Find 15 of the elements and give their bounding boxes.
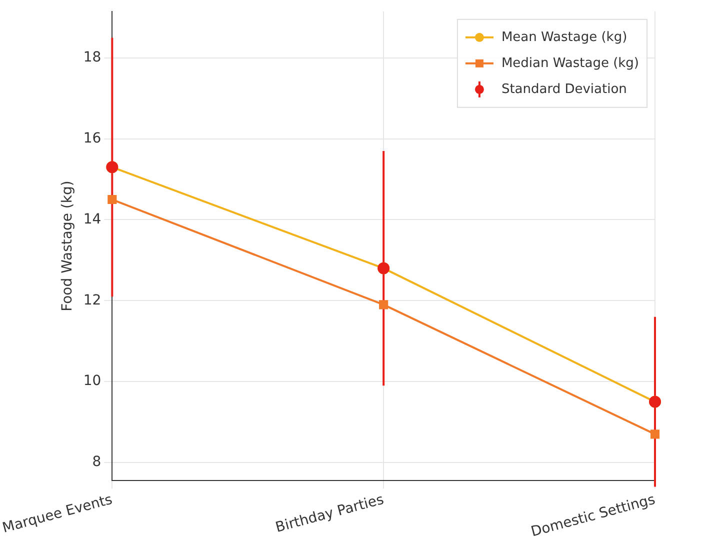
legend-label: Standard Deviation: [501, 82, 627, 97]
y-tick-label: 8: [92, 454, 102, 470]
legend-label: Mean Wastage (kg): [501, 30, 628, 45]
point: [650, 430, 660, 439]
point: [379, 300, 388, 310]
y-tick-label: 18: [83, 50, 102, 66]
y-tick-label: 14: [83, 211, 102, 228]
x-tick-label: Marquee Events: [0, 492, 114, 536]
y-tick-label: 10: [83, 373, 102, 390]
x-tick-label: Birthday Parties: [274, 492, 386, 536]
legend-label: Median Wastage (kg): [501, 56, 640, 71]
y-tick-label: 16: [83, 130, 102, 146]
y-axis-title: Food Wastage (kg): [60, 180, 76, 312]
y-tick-label: 12: [83, 292, 102, 308]
point: [108, 194, 117, 204]
